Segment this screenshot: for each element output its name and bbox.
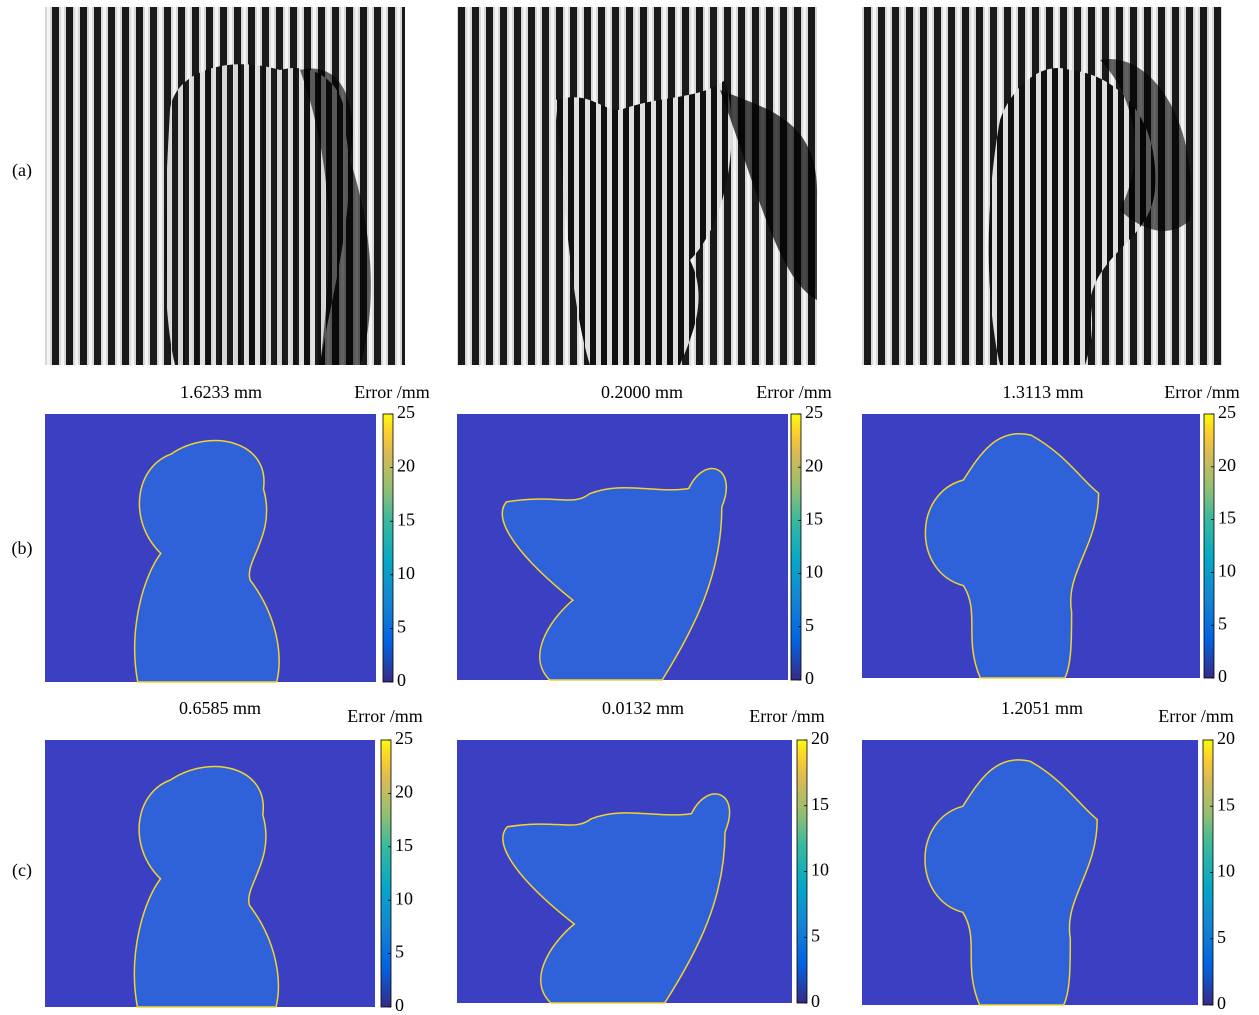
- colorbar-tick-label: 10: [397, 563, 415, 583]
- colorbar-tick-label: 25: [805, 402, 823, 422]
- colorbar-label: Error /mm: [354, 382, 429, 402]
- colorbar-tick-label: 20: [1217, 728, 1235, 748]
- colorbar-tick-label: 20: [1218, 455, 1236, 475]
- colorbar-tick-label: 10: [1218, 561, 1236, 581]
- colorbar-tick-label: 20: [811, 728, 829, 748]
- colorbar-tick-label: 20: [805, 455, 823, 475]
- colorbar-tick-label: 10: [395, 888, 413, 908]
- colorbar-tick-label: 0: [811, 991, 820, 1011]
- colorbar-label: Error /mm: [1164, 382, 1239, 402]
- row-label: (b): [12, 538, 33, 559]
- colorbar-tick-label: 5: [397, 617, 406, 637]
- panel-title: 1.3113 mm: [1002, 382, 1083, 402]
- colorbar-tick-label: 10: [1217, 861, 1235, 881]
- colorbar: [1204, 414, 1214, 678]
- colorbar-label: Error /mm: [347, 706, 422, 726]
- colorbar-tick-label: 20: [395, 782, 413, 802]
- row-label: (a): [12, 160, 32, 181]
- colorbar-tick-label: 25: [1218, 402, 1236, 422]
- colorbar-tick-label: 10: [805, 562, 823, 582]
- fringe-images: [45, 7, 1222, 365]
- colorbar-tick-label: 25: [395, 728, 413, 748]
- colorbar-tick-label: 10: [811, 860, 829, 880]
- colorbar-tick-label: 15: [1217, 794, 1235, 814]
- colorbar-label: Error /mm: [756, 382, 831, 402]
- figure: (a) (b) (c) 1.6233 mm Error /mm 0 5 10 15 20 25 0.2…: [0, 0, 1259, 1015]
- colorbar-label: Error /mm: [749, 706, 824, 726]
- colorbar-tick-label: 0: [1218, 666, 1227, 686]
- panel-title: 0.0132 mm: [602, 698, 684, 718]
- colorbar-tick-label: 15: [811, 794, 829, 814]
- colorbar-tick-label: 0: [1217, 993, 1226, 1013]
- colorbar-tick-label: 5: [395, 942, 404, 962]
- colorbar-tick-label: 15: [805, 509, 823, 529]
- colorbar-tick-label: 0: [397, 670, 406, 690]
- colorbar: [381, 740, 391, 1007]
- colorbar-label: Error /mm: [1158, 706, 1233, 726]
- colorbar-tick-label: 5: [811, 925, 820, 945]
- panel-title: 0.2000 mm: [601, 382, 683, 402]
- panel-title: 1.2051 mm: [1001, 698, 1083, 718]
- row-label: (c): [12, 860, 32, 881]
- colorbar-tick-label: 0: [395, 995, 404, 1015]
- colorbar-tick-label: 15: [395, 835, 413, 855]
- colorbar-tick-label: 20: [397, 456, 415, 476]
- colorbar: [791, 414, 801, 680]
- colorbar-tick-label: 25: [397, 402, 415, 422]
- colorbar-tick-label: 0: [805, 668, 814, 688]
- colorbar-tick-label: 15: [397, 509, 415, 529]
- panel-title: 1.6233 mm: [180, 382, 262, 402]
- panel-title: 0.6585 mm: [179, 698, 261, 718]
- colorbar-tick-label: 5: [1217, 927, 1226, 947]
- colorbar-tick-label: 15: [1218, 508, 1236, 528]
- colorbar-tick-label: 5: [1218, 613, 1227, 633]
- colorbar: [383, 414, 393, 682]
- colorbar-tick-label: 5: [805, 615, 814, 635]
